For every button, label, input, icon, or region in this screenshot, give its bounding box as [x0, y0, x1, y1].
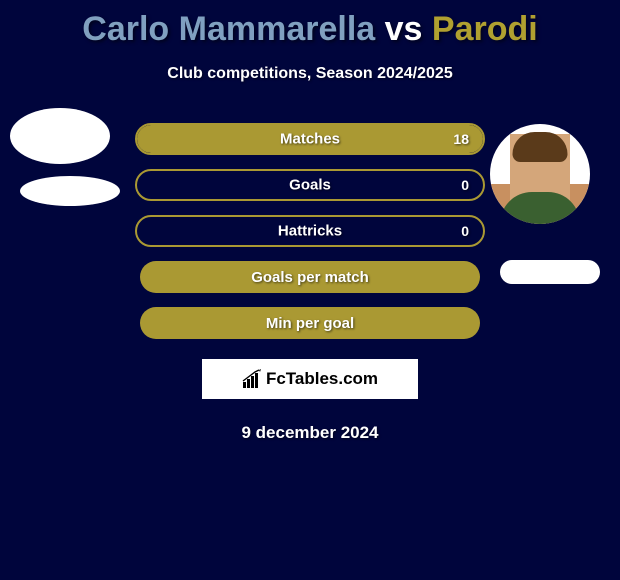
player2-name: Parodi	[432, 10, 538, 48]
vs-text: vs	[385, 10, 432, 48]
stat-row-goals-per-match: Goals per match	[0, 261, 620, 293]
page-title: Carlo Mammarella vs Parodi	[0, 0, 620, 49]
branding-box[interactable]: FcTables.com	[202, 359, 418, 399]
stat-row-hattricks: Hattricks 0	[0, 215, 620, 247]
stat-row-goals: Goals 0	[0, 169, 620, 201]
stat-label: Matches	[280, 131, 340, 148]
date-text: 9 december 2024	[0, 423, 620, 443]
stat-pill: Hattricks 0	[135, 215, 485, 247]
chart-icon	[242, 369, 262, 389]
stat-label: Goals per match	[251, 269, 369, 286]
player1-name: Carlo Mammarella	[82, 10, 375, 48]
stat-pill-full: Goals per match	[140, 261, 480, 293]
subtitle: Club competitions, Season 2024/2025	[0, 65, 620, 83]
stat-pill: Goals 0	[135, 169, 485, 201]
stat-value-right: 18	[453, 131, 469, 147]
stat-row-min-per-goal: Min per goal	[0, 307, 620, 339]
stat-label: Min per goal	[266, 315, 354, 332]
stat-pill-full: Min per goal	[140, 307, 480, 339]
stat-value-right: 0	[461, 223, 469, 239]
stat-label: Goals	[289, 177, 331, 194]
stats-area: Matches 18 Goals 0 Hattricks 0 Goals per…	[0, 123, 620, 339]
branding-text: FcTables.com	[266, 369, 378, 389]
stat-value-right: 0	[461, 177, 469, 193]
stat-label: Hattricks	[278, 223, 342, 240]
stat-row-matches: Matches 18	[0, 123, 620, 155]
stat-pill: Matches 18	[135, 123, 485, 155]
